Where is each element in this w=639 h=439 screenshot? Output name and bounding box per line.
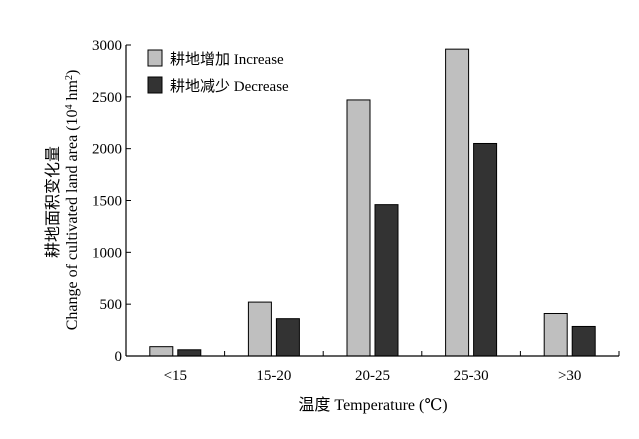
legend-swatch-increase — [147, 49, 163, 67]
bar-increase — [346, 99, 371, 357]
y-axis-title-main: Change of cultivated land area (10 — [64, 109, 81, 330]
y-tick-label: 500 — [100, 297, 123, 313]
y-axis-title-close: ) — [64, 70, 81, 75]
bar-increase — [149, 346, 174, 357]
y-tick-label: 3000 — [92, 38, 122, 54]
bar-decrease — [177, 349, 202, 357]
bar-decrease — [473, 142, 498, 357]
y-axis-title-english: Change of cultivated land area (104 hm2) — [64, 70, 82, 331]
bar-decrease — [571, 325, 596, 357]
y-axis-title-exponent: 4 — [64, 104, 75, 109]
legend-label-decrease: 耕地减少 Decrease — [170, 77, 289, 95]
axes: 0 500 1000 1500 2000 2500 3000 <15 15-20 20-25 25-… — [92, 38, 620, 384]
legend-swatch-decrease — [147, 76, 163, 94]
y-tick-label: 2500 — [92, 90, 122, 106]
y-axis-title: 耕地面积变化量 Change of cultivated land area (… — [44, 70, 81, 331]
x-tick-label: 20-25 — [355, 368, 390, 384]
bar-increase — [445, 48, 470, 357]
bar-decrease — [374, 204, 399, 357]
bar-decrease — [275, 318, 300, 357]
y-tick-label: 1500 — [92, 194, 122, 210]
y-axis-title-unit: hm — [64, 79, 81, 104]
x-tick-label: <15 — [164, 368, 187, 384]
y-axis-title-chinese: 耕地面积变化量 — [44, 146, 62, 258]
x-tick-label: >30 — [558, 368, 581, 384]
y-tick-label: 0 — [115, 349, 123, 365]
y-tick-label: 2000 — [92, 142, 122, 158]
y-axis-title-unit-exponent: 2 — [64, 75, 75, 80]
x-axis-title: 温度 Temperature (℃) — [298, 396, 447, 414]
x-tick-label: 25-30 — [454, 368, 489, 384]
legend-label-increase: 耕地增加 Increase — [170, 50, 284, 68]
x-tick-label: 15-20 — [256, 368, 291, 384]
bar-increase — [543, 312, 568, 357]
y-tick-label: 1000 — [92, 245, 122, 261]
bar-increase — [247, 301, 272, 357]
plot-area — [149, 48, 596, 357]
legend: 耕地增加 Increase 耕地减少 Decrease — [147, 49, 289, 95]
